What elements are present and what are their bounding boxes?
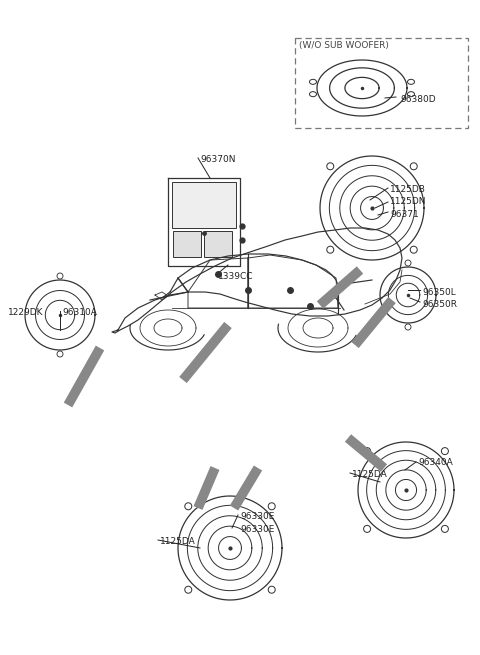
Bar (173, 231, 201, 257)
Text: (W/O SUB WOOFER): (W/O SUB WOOFER) (299, 41, 389, 50)
Text: 96330E: 96330E (240, 512, 275, 521)
Text: 1125DA: 1125DA (352, 470, 388, 479)
Bar (295, 38, 468, 128)
Text: 96340A: 96340A (418, 458, 453, 467)
Text: 1339CC: 1339CC (218, 272, 253, 281)
Text: 1125DB: 1125DB (390, 185, 426, 194)
Text: 1125DA: 1125DA (160, 537, 196, 546)
Bar (172, 182, 236, 228)
Text: 96350L: 96350L (422, 288, 456, 297)
Bar (204, 231, 232, 257)
Text: 96310A: 96310A (62, 308, 97, 317)
Text: 96371: 96371 (390, 210, 419, 219)
Text: 96330E: 96330E (240, 525, 275, 534)
Text: 96350R: 96350R (422, 300, 457, 309)
Text: 1125DN: 1125DN (390, 197, 427, 206)
Text: 96370N: 96370N (200, 155, 236, 164)
Text: 1229DK: 1229DK (8, 308, 44, 317)
Text: 96380D: 96380D (400, 95, 436, 104)
